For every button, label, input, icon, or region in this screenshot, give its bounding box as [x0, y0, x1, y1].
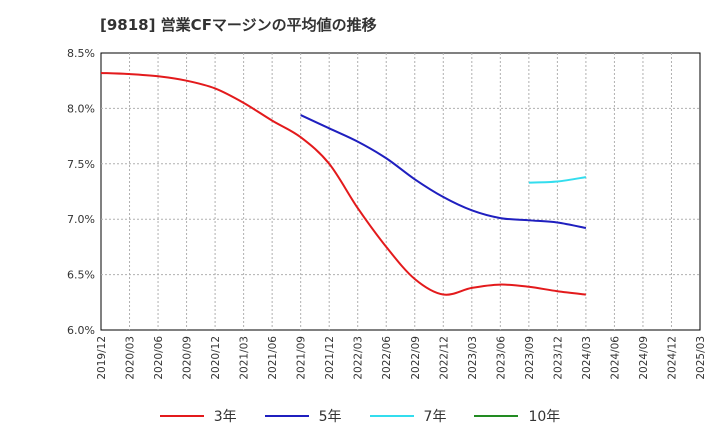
x-tick-label: 2021/09: [296, 336, 308, 380]
chart-legend: 3年 5年 7年 10年: [0, 404, 720, 428]
plot-area: [100, 52, 701, 331]
x-tick-label: 2021/03: [239, 336, 251, 380]
x-tick-label: 2020/03: [125, 336, 137, 380]
legend-swatch: [474, 415, 519, 417]
y-tick-label: 7.5%: [67, 158, 95, 171]
x-tick-label: 2023/03: [467, 336, 479, 380]
x-tick-label: 2023/06: [495, 336, 507, 380]
series-line: [300, 114, 587, 230]
y-tick-label: 6.5%: [67, 269, 95, 282]
legend-swatch: [159, 415, 204, 417]
x-tick-label: 2023/12: [552, 336, 564, 380]
x-tick-label: 2020/09: [182, 336, 194, 380]
legend-label: 3年: [213, 409, 237, 425]
x-tick-label: 2021/12: [324, 336, 336, 380]
legend-item: 7年: [369, 406, 447, 426]
x-tick-label: 2022/12: [438, 336, 450, 380]
x-tick-label: 2019/12: [96, 336, 108, 380]
legend-swatch: [264, 415, 309, 417]
x-tick-label: 2024/09: [638, 336, 650, 380]
chart-title: [9818] 営業CFマージンの平均値の推移: [100, 16, 377, 34]
legend-label: 7年: [423, 409, 447, 425]
y-tick-label: 8.5%: [67, 47, 95, 60]
series-line: [100, 71, 587, 296]
x-tick-label: 2021/06: [267, 336, 279, 380]
legend-label: 10年: [528, 409, 561, 425]
legend-item: 3年: [159, 406, 237, 426]
legend-label: 5年: [318, 409, 342, 425]
x-tick-label: 2024/06: [609, 336, 621, 380]
x-tick-label: 2020/12: [210, 336, 222, 380]
x-tick-label: 2024/03: [581, 336, 593, 380]
legend-item: 10年: [474, 406, 560, 426]
x-tick-label: 2022/06: [381, 336, 393, 380]
x-tick-label: 2023/09: [524, 336, 536, 380]
series-line: [528, 176, 587, 184]
y-tick-label: 8.0%: [67, 102, 95, 115]
y-tick-label: 7.0%: [67, 213, 95, 226]
x-tick-label: 2022/03: [353, 336, 365, 380]
x-tick-label: 2025/03: [695, 336, 707, 380]
x-tick-label: 2020/06: [153, 336, 165, 380]
x-tick-label: 2022/09: [410, 336, 422, 380]
x-tick-label: 2024/12: [666, 336, 678, 380]
legend-item: 5年: [264, 406, 342, 426]
y-tick-label: 6.0%: [67, 324, 95, 337]
legend-swatch: [369, 415, 414, 417]
